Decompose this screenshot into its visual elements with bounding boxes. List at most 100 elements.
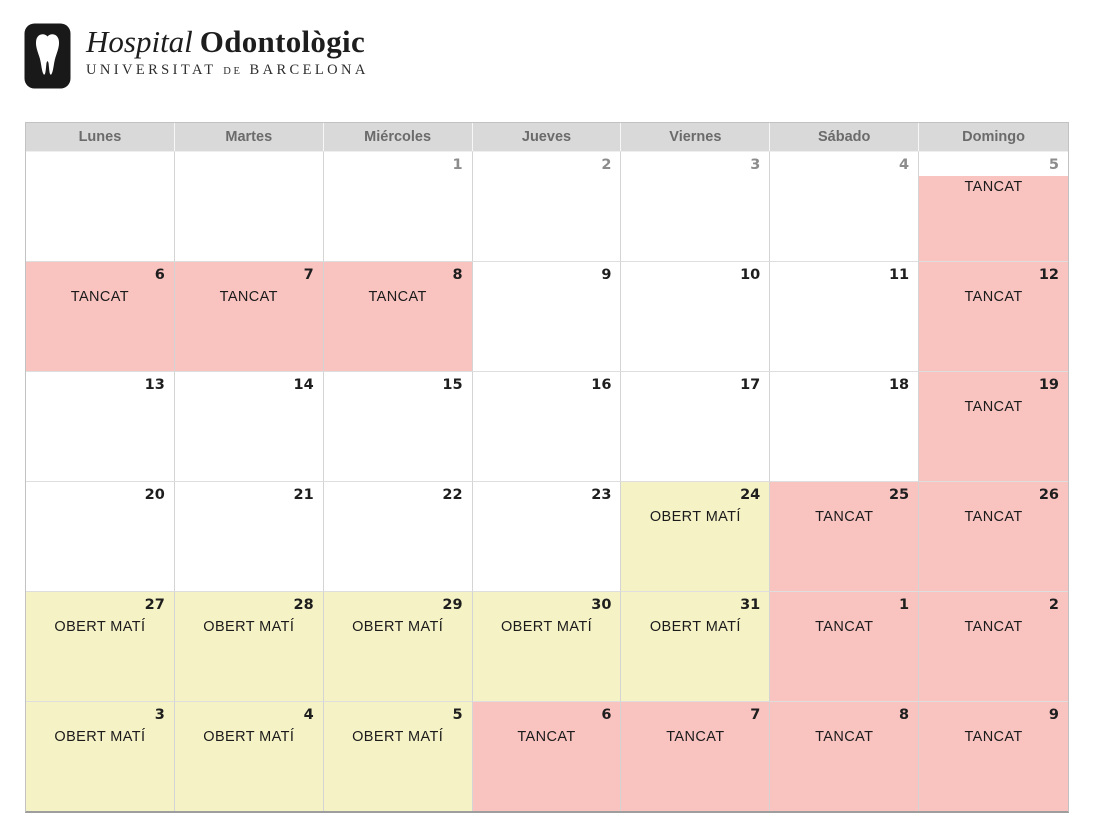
day-status-label: OBERT MATÍ: [54, 729, 146, 745]
day-event-area: [175, 396, 323, 481]
day-cell: 18: [770, 371, 920, 481]
day-number: 19: [1038, 377, 1059, 393]
day-event-area: [473, 396, 621, 481]
hospital-logo[interactable]: Hospital Odontològic UNIVERSITAT DE BARCE…: [24, 23, 369, 89]
day-number: 9: [601, 267, 612, 283]
day-cell: 20: [26, 481, 175, 591]
day-status-label: TANCAT: [964, 509, 1023, 525]
calendar-grid: 1 2 3 4 5 TANCAT 6 TANCAT 7 TANCAT 8 TANCAT 9 10 11 12 T…: [26, 151, 1068, 811]
day-cell: 2 TANCAT: [919, 591, 1068, 701]
day-status-label: OBERT MATÍ: [649, 509, 741, 525]
weekday-header: Lunes: [26, 123, 175, 151]
day-number: 18: [888, 377, 910, 393]
day-status-label: TANCAT: [964, 619, 1023, 635]
day-number: 4: [303, 707, 314, 723]
day-cell: 16: [472, 371, 622, 481]
day-number: [26, 152, 174, 176]
day-status-label: TANCAT: [815, 729, 874, 745]
day-number: 6: [154, 267, 165, 283]
logo-subtitle-barcelona: BARCELONA: [249, 62, 369, 78]
day-number: 24: [740, 487, 761, 503]
weekday-header: Jueves: [473, 123, 622, 151]
day-number: 3: [750, 157, 761, 173]
day-status-label: OBERT MATÍ: [203, 729, 295, 745]
day-cell: 28 OBERT MATÍ: [174, 591, 324, 701]
day-number: 29: [442, 597, 463, 613]
day-cell: 30 OBERT MATÍ: [472, 591, 622, 701]
day-number: 26: [1038, 487, 1059, 503]
day-status-label: OBERT MATÍ: [352, 729, 444, 745]
day-cell: 2: [472, 151, 622, 261]
day-number: 15: [442, 377, 463, 393]
day-number: 5: [1048, 157, 1059, 173]
day-cell: 7 TANCAT: [621, 701, 771, 811]
day-cell: 5 OBERT MATÍ: [323, 701, 473, 811]
weekday-header: Martes: [175, 123, 324, 151]
day-cell: 23: [472, 481, 622, 591]
day-cell: 12 TANCAT: [919, 261, 1068, 371]
day-cell: 6 TANCAT: [26, 261, 175, 371]
day-number: 20: [144, 487, 165, 503]
day-number: 28: [293, 597, 314, 613]
day-cell: 13: [26, 371, 175, 481]
day-event-area: [621, 396, 769, 481]
day-cell: 29 OBERT MATÍ: [323, 591, 473, 701]
day-event-area: [473, 286, 621, 371]
weekday-header-row: Lunes Martes Miércoles Jueves Viernes Sábado D…: [26, 123, 1068, 151]
day-cell: 7 TANCAT: [174, 261, 324, 371]
day-status-label: OBERT MATÍ: [500, 619, 592, 635]
day-event-area: [770, 286, 918, 371]
weekday-header: Viernes: [621, 123, 771, 151]
day-cell: 21: [174, 481, 324, 591]
weekday-header: Miércoles: [324, 123, 473, 151]
day-status-label: TANCAT: [964, 729, 1023, 745]
schedule-calendar: Lunes Martes Miércoles Jueves Viernes Sábado D…: [25, 122, 1069, 813]
day-event-area: [473, 176, 621, 261]
day-number: 1: [899, 597, 910, 613]
day-cell: 27 OBERT MATÍ: [26, 591, 175, 701]
day-cell: 19 TANCAT: [919, 371, 1068, 481]
day-number: 2: [601, 157, 612, 173]
day-status-label: TANCAT: [368, 289, 427, 305]
day-number: 8: [899, 707, 910, 723]
day-cell: 17: [621, 371, 771, 481]
day-status-label: TANCAT: [219, 289, 278, 305]
day-cell: 10: [621, 261, 771, 371]
day-status-label: TANCAT: [964, 399, 1023, 415]
day-cell: 8 TANCAT: [770, 701, 920, 811]
day-status-label: OBERT MATÍ: [352, 619, 444, 635]
day-number: 27: [144, 597, 165, 613]
day-number: 10: [740, 267, 761, 283]
day-number: 30: [591, 597, 612, 613]
day-status-label: OBERT MATÍ: [203, 619, 295, 635]
day-cell: 4 OBERT MATÍ: [174, 701, 324, 811]
day-cell: [26, 151, 175, 261]
day-event-area: [324, 506, 472, 591]
day-number: 25: [888, 487, 910, 503]
day-number: 31: [740, 597, 761, 613]
day-number: 9: [1048, 707, 1059, 723]
day-cell: 1: [323, 151, 473, 261]
day-number: 14: [293, 377, 314, 393]
day-cell: 3 OBERT MATÍ: [26, 701, 175, 811]
day-cell: 9 TANCAT: [919, 701, 1068, 811]
day-cell: 9: [472, 261, 622, 371]
logo-subtitle-de: DE: [223, 66, 243, 77]
day-number: 23: [591, 487, 612, 503]
day-event-area: [26, 176, 174, 261]
day-status-label: TANCAT: [815, 509, 874, 525]
tooth-icon: [24, 23, 71, 89]
logo-subtitle: UNIVERSITAT DE BARCELONA: [86, 62, 369, 79]
day-number: 5: [452, 707, 463, 723]
weekday-header: Domingo: [962, 129, 1025, 145]
day-event-area: [770, 396, 918, 481]
day-status-label: TANCAT: [815, 619, 874, 635]
day-event-area: [473, 506, 621, 591]
day-number: 4: [899, 157, 910, 173]
day-cell: 11: [770, 261, 920, 371]
day-cell: 24 OBERT MATÍ: [621, 481, 771, 591]
day-event-area: [621, 176, 769, 261]
day-event-area: [175, 506, 323, 591]
day-number: [175, 152, 323, 176]
day-status-label: TANCAT: [70, 289, 130, 305]
